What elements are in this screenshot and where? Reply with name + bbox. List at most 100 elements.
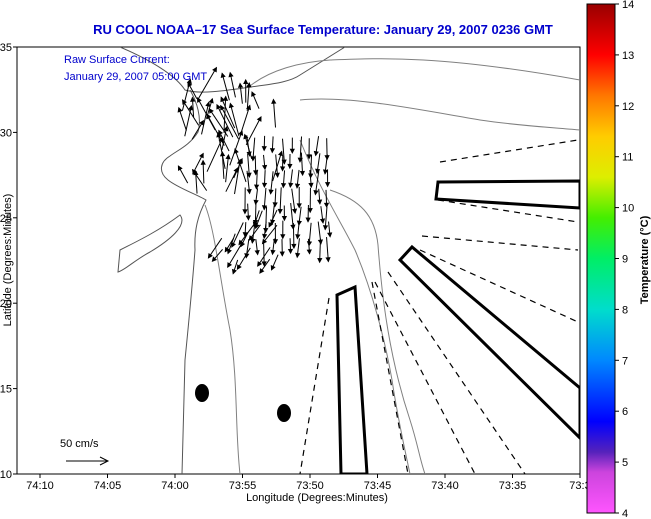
bathymetry-contour-1 [249, 58, 580, 87]
current-vector [225, 167, 239, 192]
current-vector [207, 237, 223, 259]
current-vector [280, 170, 287, 189]
transect-line [419, 249, 579, 323]
current-vector [184, 104, 194, 137]
current-vector [296, 187, 302, 209]
current-vector [225, 153, 231, 183]
current-vector [228, 71, 236, 98]
colorbar-tick-label: 8 [622, 304, 628, 316]
y-tick-label: 40:35 [0, 42, 12, 54]
current-vector [289, 137, 295, 154]
colorbar [586, 3, 616, 514]
coastline-island [117, 214, 183, 273]
transect-line [387, 271, 526, 474]
current-vector [261, 224, 278, 245]
current-vector [277, 187, 283, 215]
colorbar-title: Temperature (°C) [639, 215, 651, 304]
annotation-line-1: Raw Surface Current: [64, 54, 170, 66]
x-tick-label: 74:05 [94, 480, 122, 492]
current-vector [246, 153, 252, 178]
current-vector [257, 247, 271, 267]
x-tick-label: 73:35 [499, 480, 527, 492]
current-vector [254, 239, 260, 256]
current-vector [299, 152, 306, 177]
x-tick-label: 74:00 [161, 480, 189, 492]
y-tick-label: 40:30 [0, 127, 12, 139]
current-vector [253, 155, 259, 176]
colorbar-tick-label: 4 [622, 508, 628, 519]
scale-arrow [66, 456, 110, 466]
current-vector [216, 103, 234, 138]
current-vector [228, 102, 240, 137]
current-vector [251, 91, 260, 109]
current-vector [181, 99, 200, 126]
survey-boxes [335, 179, 580, 474]
transect-line [299, 297, 330, 474]
current-vector [272, 188, 278, 208]
current-vector [261, 135, 267, 152]
x-tick-label: 73:40 [431, 480, 459, 492]
current-vector [246, 170, 252, 195]
x-tick-label: 74:10 [26, 480, 54, 492]
current-vector [327, 221, 333, 238]
current-vector [325, 237, 331, 263]
current-vector [254, 210, 263, 230]
current-vector [227, 244, 242, 268]
current-vector [222, 95, 229, 133]
current-vector [190, 96, 196, 118]
current-vector [259, 258, 271, 274]
current-vector [306, 138, 312, 160]
transect-line [421, 235, 579, 251]
bathymetry-contour-4 [329, 189, 426, 474]
figure-title: RU COOL NOAA–17 Sea Surface Temperature:… [93, 22, 553, 37]
current-vector [229, 130, 244, 166]
current-vector [268, 209, 278, 228]
annotation-line-2: January 29, 2007 05:00 GMT [64, 71, 207, 83]
current-vectors [177, 66, 333, 275]
current-vector [187, 81, 198, 99]
current-vector [294, 169, 301, 189]
current-vector [221, 125, 229, 151]
colorbar-tick-label: 7 [622, 355, 628, 367]
current-vector [211, 249, 223, 263]
current-vector [274, 154, 280, 178]
bathymetry-contour-5 [299, 98, 580, 131]
colorbar-tick-label: 14 [622, 0, 634, 11]
current-vector [192, 152, 204, 175]
current-vector [287, 238, 294, 255]
current-vector [305, 204, 311, 223]
colorbar-tick-label: 12 [622, 101, 634, 113]
current-vector [271, 98, 277, 128]
current-vector [177, 165, 189, 184]
current-vector [201, 101, 211, 135]
colorbar-tick-label: 11 [622, 152, 633, 164]
x-tick-label: 73:55 [229, 480, 257, 492]
current-vector [287, 153, 293, 170]
current-vector [245, 116, 262, 146]
y-axis-label: Latitude (Degrees:Minutes) [2, 194, 14, 327]
survey-box-south [335, 284, 369, 474]
current-vector [250, 137, 256, 162]
x-tick-label: 73:3 [569, 480, 590, 492]
current-vector [234, 158, 243, 195]
y-tick-label: 40:10 [0, 469, 12, 481]
colorbar-ticks: 14 13 12 11 10 9 8 7 6 5 4 [615, 0, 634, 519]
current-vector [291, 222, 297, 250]
current-vector [216, 131, 226, 169]
y-axis: 40:35 40:30 40:25 40:20 40:15 40:10 [0, 42, 17, 481]
current-vector [295, 220, 301, 240]
transect-line [437, 199, 579, 223]
current-vector [269, 136, 276, 154]
current-vector [306, 238, 312, 255]
current-vector [246, 82, 252, 111]
bathymetry-contour-2 [204, 204, 241, 474]
colorbar-tick-label: 9 [622, 254, 628, 266]
survey-box-north [434, 179, 580, 210]
current-vector [297, 136, 303, 163]
current-vector [220, 72, 230, 101]
current-vector [268, 171, 274, 195]
current-vector [261, 187, 268, 211]
current-vector [281, 205, 288, 222]
x-axis-label: Longitude (Degrees:Minutes) [246, 492, 388, 504]
